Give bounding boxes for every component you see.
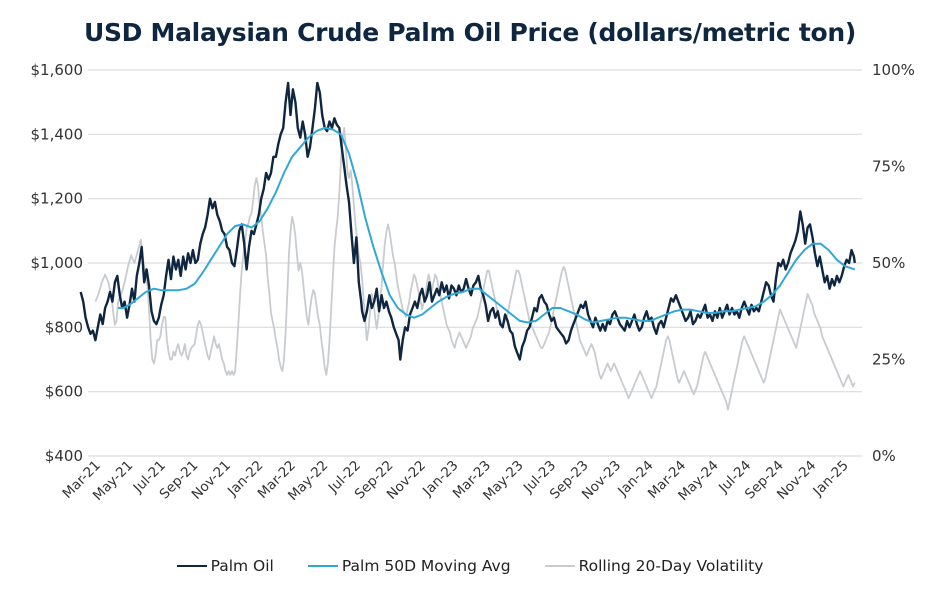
legend-item-volatility[interactable]: Rolling 20-Day Volatility — [544, 557, 764, 575]
right-tick-label: 100% — [872, 61, 915, 79]
legend-item-moving-avg[interactable]: Palm 50D Moving Avg — [307, 557, 511, 575]
legend-swatch-moving-avg — [307, 564, 338, 568]
right-tick-label: 75% — [872, 158, 905, 176]
series-line-palm-50d-moving-avg — [118, 126, 856, 324]
series-group — [79, 81, 856, 411]
left-tick-label: $1,200 — [31, 190, 84, 208]
gridlines — [88, 69, 862, 457]
left-tick-label: $1,400 — [31, 125, 84, 143]
right-tick-label: 50% — [872, 254, 905, 272]
right-axis-ticks: 0% 25% 50% 75% 100% — [872, 61, 915, 465]
legend-item-palm-oil[interactable]: Palm Oil — [176, 557, 274, 575]
legend-label-palm-oil: Palm Oil — [210, 557, 274, 575]
series-line-palm-oil — [79, 81, 856, 361]
left-tick-label: $1,600 — [31, 61, 84, 79]
legend-swatch-volatility — [544, 564, 575, 568]
left-axis-ticks: $400 $600 $800 $1,000 $1,200 $1,400 $1,600 — [31, 61, 84, 465]
left-tick-label: $800 — [45, 318, 83, 336]
legend-swatch-palm-oil — [176, 564, 207, 568]
x-axis-ticks: Mar-21May-21Jul-21Sep-21Nov-21Jan-22Mar-… — [60, 458, 852, 504]
right-tick-label: 0% — [872, 447, 896, 465]
left-tick-label: $600 — [45, 383, 83, 401]
left-tick-label: $400 — [45, 447, 83, 465]
chart-title: USD Malaysian Crude Palm Oil Price (doll… — [83, 18, 857, 47]
right-tick-label: 25% — [872, 351, 905, 369]
left-tick-label: $1,000 — [31, 254, 84, 272]
legend-label-moving-avg: Palm 50D Moving Avg — [341, 557, 511, 575]
legend: Palm Oil Palm 50D Moving Avg Rolling 20-… — [0, 557, 940, 575]
series-line-rolling-20-day-volatility — [94, 127, 856, 411]
legend-label-volatility: Rolling 20-Day Volatility — [578, 557, 764, 575]
x-tick-label: Jan-25 — [809, 458, 851, 500]
